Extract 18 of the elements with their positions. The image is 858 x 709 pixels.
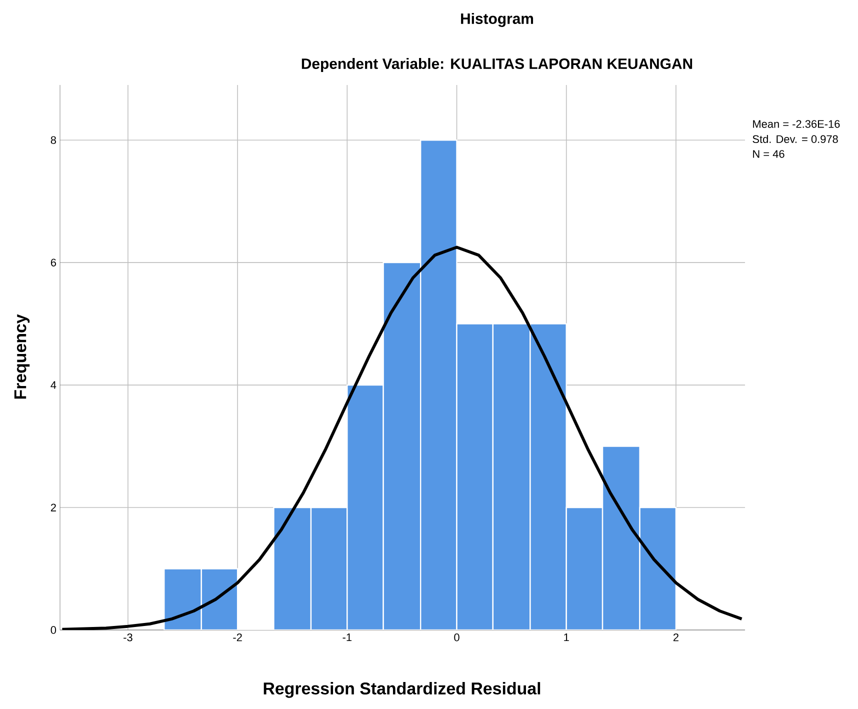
y-tick-label: 0 — [50, 626, 56, 634]
x-tick-label: -2 — [233, 634, 242, 642]
y-tick-label: 8 — [50, 136, 56, 144]
x-tick-label: 0 — [454, 634, 460, 642]
y-tick-label: 6 — [50, 258, 56, 266]
x-tick-label: 1 — [564, 634, 569, 642]
chart-title: Histogram — [461, 12, 534, 27]
y-axis-title: Frequency — [14, 314, 30, 399]
text: N = 46 — [753, 150, 784, 158]
x-tick-label: -3 — [124, 634, 132, 642]
text: Mean = -2.36E-16 — [753, 120, 840, 128]
x-tick-label: 2 — [673, 634, 678, 642]
x-axis-title: Regression Standardized Residual — [264, 682, 540, 698]
x-tick-label: -1 — [342, 634, 352, 642]
y-tick-label: 2 — [50, 504, 56, 512]
text: Std. Dev. = 0.978 — [752, 134, 838, 144]
chart-subtitle: Dependent Variable: KUALITAS LAPORAN KEUANGAN — [302, 58, 692, 72]
y-tick-label: 4 — [50, 381, 56, 389]
